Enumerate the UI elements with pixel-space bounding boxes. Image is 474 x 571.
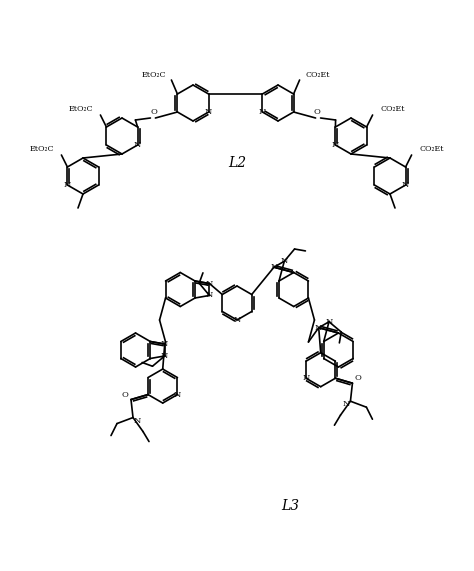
Text: N: N — [332, 141, 339, 149]
Text: N: N — [205, 108, 212, 116]
Text: O: O — [121, 391, 128, 399]
Text: N: N — [302, 374, 310, 382]
Text: N: N — [270, 263, 278, 271]
Text: O: O — [151, 108, 158, 116]
Text: N: N — [402, 181, 409, 189]
Text: N: N — [206, 280, 213, 288]
Text: EtO₂C: EtO₂C — [68, 105, 92, 113]
Text: N: N — [64, 181, 71, 189]
Text: O: O — [313, 108, 320, 116]
Text: N: N — [134, 141, 141, 149]
Text: N: N — [233, 316, 241, 324]
Text: N: N — [315, 324, 322, 332]
Text: EtO₂C: EtO₂C — [29, 145, 54, 153]
Text: N: N — [161, 340, 168, 348]
Text: N: N — [343, 400, 350, 408]
Text: N: N — [174, 391, 181, 399]
Text: O: O — [355, 374, 362, 382]
Text: CO₂Et: CO₂Et — [419, 145, 444, 153]
Text: N: N — [161, 352, 168, 360]
Text: N: N — [325, 317, 333, 326]
Text: EtO₂C: EtO₂C — [141, 71, 165, 79]
Text: N: N — [281, 258, 288, 266]
Text: CO₂Et: CO₂Et — [380, 105, 405, 113]
Text: N: N — [206, 291, 213, 299]
Text: L2: L2 — [228, 156, 246, 170]
Text: N: N — [259, 108, 266, 116]
Text: L3: L3 — [281, 499, 299, 513]
Text: N: N — [133, 417, 141, 425]
Text: CO₂Et: CO₂Et — [305, 71, 330, 79]
